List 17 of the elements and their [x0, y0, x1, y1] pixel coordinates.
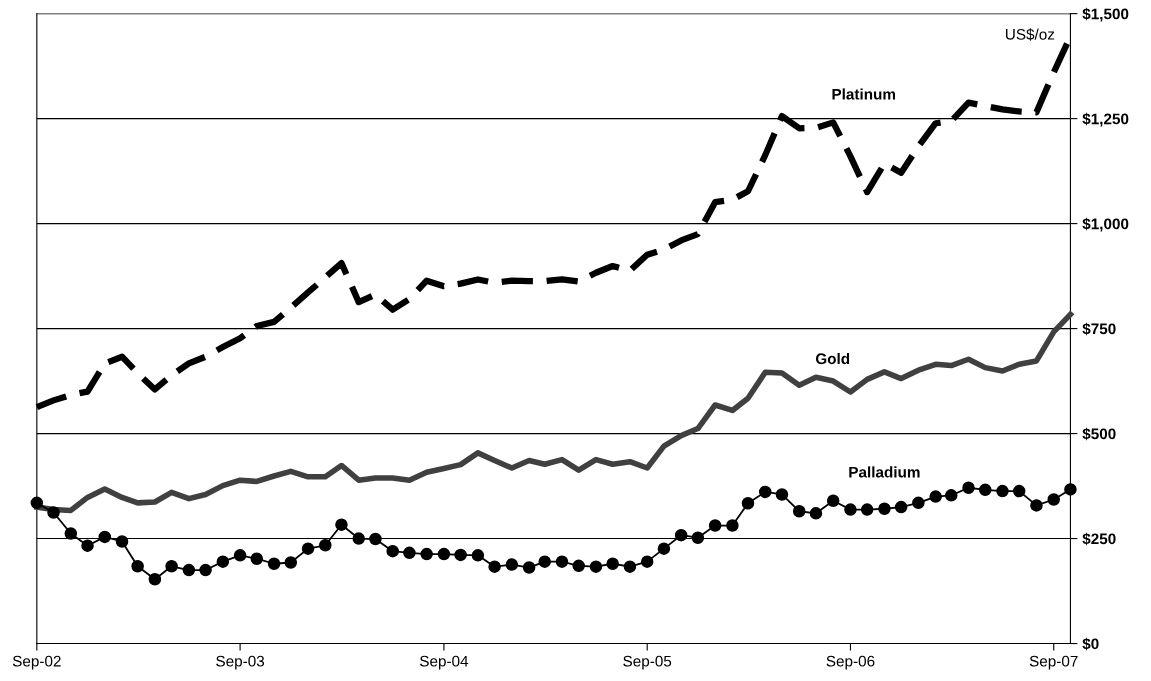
y-tick-label: $0 [1082, 637, 1099, 651]
x-tick-label: Sep-07 [1029, 655, 1078, 670]
x-tick-label: Sep-04 [419, 655, 469, 670]
y-tick-label: $1,000 [1082, 217, 1129, 232]
y-tick-label: $1,500 [1082, 7, 1129, 22]
y-tick-label: $750 [1082, 322, 1116, 336]
series-label: Palladium [849, 466, 920, 478]
series-label: Gold [815, 352, 850, 365]
x-tick-label: Sep-02 [12, 655, 61, 670]
y-tick-label: $250 [1082, 532, 1116, 546]
y-axis-title: US$/oz [1006, 28, 1055, 41]
series-label: Platinum [832, 88, 896, 100]
x-tick-label: Sep-05 [623, 655, 672, 670]
y-tick-label: $500 [1082, 427, 1116, 441]
x-tick-label: Sep-03 [216, 655, 265, 670]
y-tick-label: $1,250 [1082, 112, 1129, 127]
x-tick-label: Sep-06 [826, 655, 875, 670]
